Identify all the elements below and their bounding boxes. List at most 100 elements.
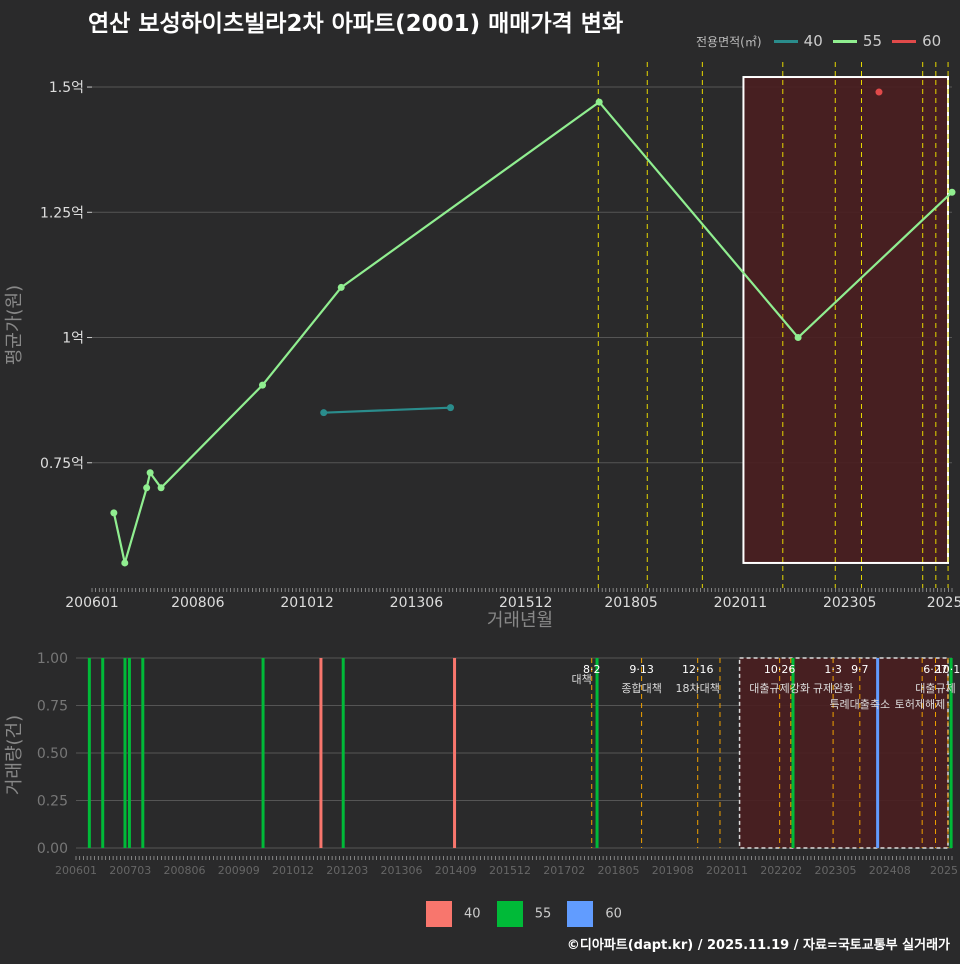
price-point-55 [794, 334, 802, 342]
policy-annotation-date: 12·16 [682, 663, 714, 676]
volume-legend-label-55: 55 [534, 906, 552, 922]
price-point-60 [875, 88, 883, 96]
volume-x-tick-label: 200703 [109, 864, 151, 877]
volume-legend-item-55: 55 [496, 901, 552, 927]
price-legend: 전용면적(㎡) 40 55 60 [696, 32, 947, 52]
price-x-tick-label: 200806 [171, 595, 225, 611]
price-x-tick-label: 2025 [927, 595, 960, 611]
volume-bar-40 [453, 658, 457, 848]
policy-annotation-date: 9·7 [851, 663, 869, 676]
policy-annotation-text: 대출규제 [915, 682, 955, 695]
price-y-tick-label: 1억 [62, 331, 84, 347]
price-x-tick-label: 201306 [390, 595, 444, 611]
volume-bar-55 [595, 658, 599, 848]
credit-footer: ©디아파트(dapt.kr) / 2025.11.19 / 자료=국토교통부 실… [566, 938, 950, 953]
price-point-55 [595, 98, 603, 106]
volume-x-tick-label: 2025 [930, 864, 958, 877]
volume-bar-55 [261, 658, 265, 848]
volume-x-tick-label: 202202 [760, 864, 802, 877]
policy-annotation-text: 특례대출축소 [829, 698, 890, 711]
policy-annotation-date: 9·13 [629, 663, 654, 676]
price-y-tick-label: 0.75억 [40, 456, 84, 472]
legend-line-40 [773, 40, 798, 43]
price-series-line-55 [112, 100, 953, 564]
volume-y-tick-label: 0.00 [37, 841, 68, 857]
volume-x-tick-label: 201306 [381, 864, 423, 877]
volume-x-tick-label: 200806 [164, 864, 206, 877]
price-legend-label-60: 60 [922, 32, 942, 50]
price-point-55 [121, 559, 129, 567]
volume-x-tick-label: 201012 [272, 864, 314, 877]
volume-x-tick-label: 202408 [869, 864, 911, 877]
volume-y-tick-label: 0.50 [37, 746, 68, 762]
volume-y-tick-label: 0.25 [37, 794, 68, 810]
volume-x-tick-label: 201702 [543, 864, 585, 877]
price-point-55 [259, 381, 267, 389]
policy-annotation-text: 18차대책 [676, 682, 720, 695]
volume-y-axis-label: 거래량(건) [4, 715, 25, 795]
price-legend-item-55: 55 [832, 32, 882, 50]
page-title: 연산 보성하이츠빌라2차 아파트(2001) 매매가격 변화 [88, 11, 624, 37]
price-x-tick-label: 200601 [65, 595, 118, 611]
volume-bar-55 [791, 658, 795, 848]
volume-x-tick-label: 201908 [652, 864, 694, 877]
volume-bar-55 [949, 658, 953, 848]
policy-annotation-text: 대책 [571, 673, 591, 686]
legend-box-60 [567, 901, 594, 927]
volume-x-tick-label: 200601 [55, 864, 97, 877]
price-legend-title: 전용면적(㎡) [696, 35, 762, 49]
volume-legend-label-60: 60 [605, 906, 622, 922]
policy-annotation-text: 토허제해제 [895, 697, 946, 711]
price-x-axis-label: 거래년월 [487, 610, 553, 631]
volume-bar-55 [101, 658, 105, 848]
price-legend-label-40: 40 [803, 32, 823, 50]
price-x-tick-label: 201805 [604, 595, 657, 611]
volume-legend: 40 55 60 [426, 901, 634, 929]
price-point-55 [157, 484, 165, 492]
price-y-tick-label: 1.25억 [40, 205, 84, 221]
volume-x-tick-label: 202305 [815, 864, 857, 877]
price-series-line-40 [323, 406, 451, 414]
volume-legend-item-40: 40 [426, 901, 481, 927]
price-legend-label-55: 55 [862, 32, 882, 50]
legend-box-55 [496, 901, 523, 927]
volume-legend-label-40: 40 [464, 906, 481, 922]
volume-legend-item-60: 60 [567, 901, 622, 927]
volume-x-tick-label: 202011 [706, 864, 748, 877]
price-x-tick-label: 201512 [499, 595, 552, 611]
policy-annotation-date: 10·26 [764, 663, 796, 676]
volume-x-tick-label: 201203 [326, 864, 368, 877]
price-x-tick-label: 201012 [280, 595, 333, 611]
legend-line-55 [832, 40, 857, 43]
volume-bar-60 [876, 658, 880, 848]
legend-box-40 [426, 901, 452, 927]
volume-bar-40 [319, 658, 323, 848]
price-x-tick-label: 202011 [714, 595, 767, 611]
price-point-55 [146, 469, 154, 477]
legend-line-60 [892, 40, 917, 43]
price-point-55 [948, 188, 956, 196]
policy-annotation-text: 종합대책 [621, 682, 661, 695]
volume-x-tick-label: 201805 [598, 864, 640, 877]
policy-annotation-date: 1·3 [824, 663, 842, 676]
price-x-tick-label: 202305 [823, 595, 876, 611]
price-highlight-region [742, 76, 949, 564]
volume-x-tick-label: 201512 [489, 864, 531, 877]
price-point-55 [110, 509, 118, 517]
volume-bar-55 [127, 658, 131, 848]
price-point-40 [320, 409, 328, 417]
price-point-55 [143, 484, 151, 492]
policy-annotation-date: 6·27 [923, 663, 948, 676]
volume-bar-55 [141, 658, 145, 848]
volume-x-tick-label: 201409 [435, 864, 477, 877]
price-legend-item-40: 40 [773, 32, 823, 50]
policy-annotation-text: 규제완화 [813, 682, 853, 695]
volume-y-tick-label: 1.00 [37, 651, 68, 667]
price-y-tick-label: 1.5억 [49, 80, 84, 96]
policy-annotation-text: 대출규제강화 [749, 682, 810, 695]
price-y-axis-label: 평균가(원) [4, 285, 25, 365]
price-point-40 [447, 404, 455, 412]
policy-annotation-date: 8·2 [583, 663, 601, 676]
